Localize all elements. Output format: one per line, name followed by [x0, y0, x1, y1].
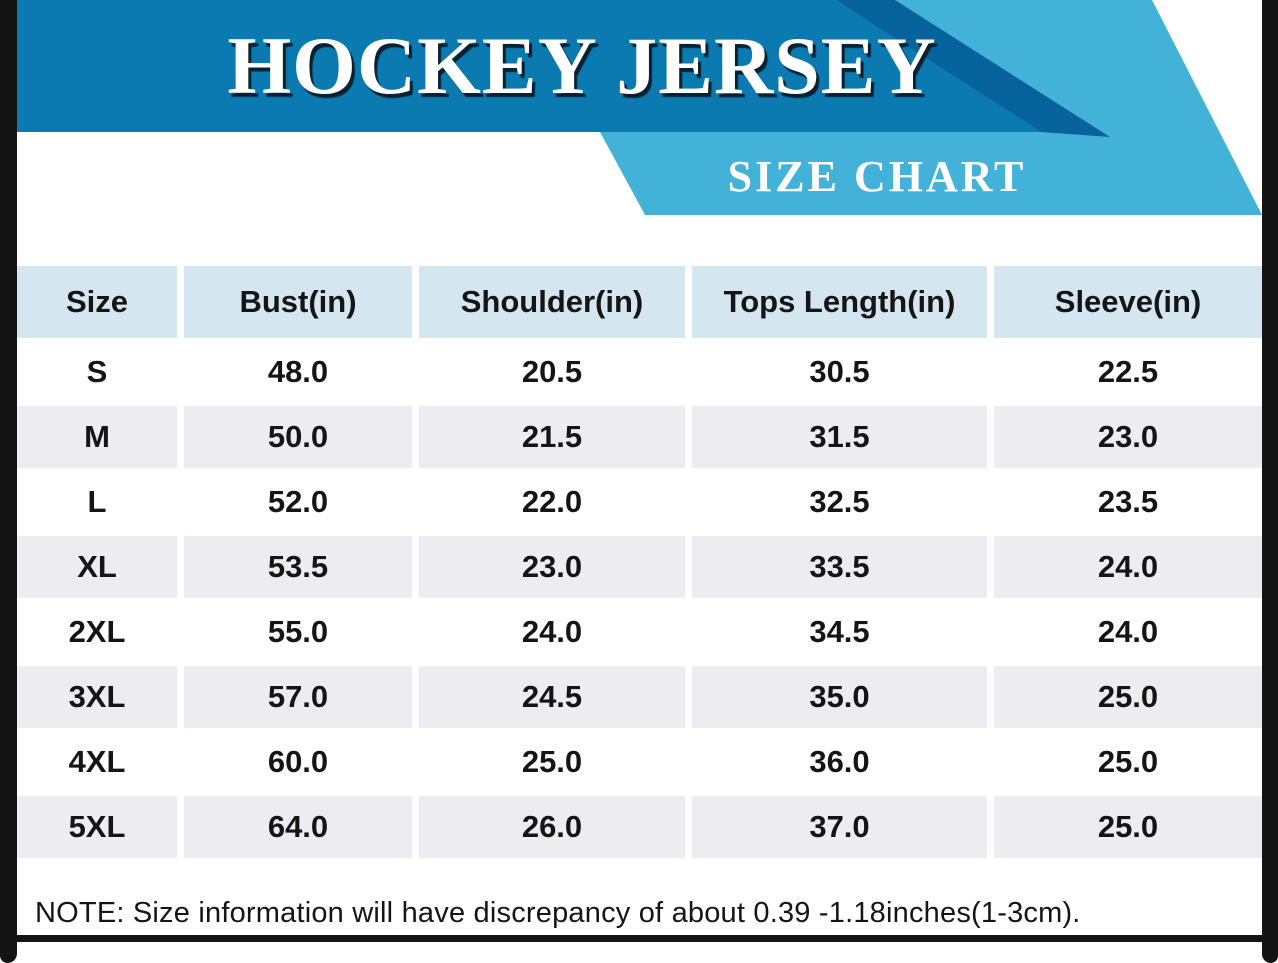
- measurement-cell: 36.0: [692, 731, 987, 793]
- measurement-cell: 35.0: [692, 666, 987, 728]
- size-cell: 5XL: [17, 796, 177, 858]
- measurement-cell: 64.0: [184, 796, 412, 858]
- size-table-header-row: Size Bust(in) Shoulder(in) Tops Length(i…: [17, 266, 1262, 338]
- measurement-cell: 25.0: [994, 731, 1262, 793]
- column-header-size: Size: [17, 266, 177, 338]
- measurement-cell: 30.5: [692, 341, 987, 403]
- measurement-cell: 26.0: [419, 796, 685, 858]
- size-cell: 4XL: [17, 731, 177, 793]
- measurement-cell: 24.0: [994, 601, 1262, 663]
- measurement-cell: 48.0: [184, 341, 412, 403]
- size-cell: S: [17, 341, 177, 403]
- measurement-cell: 25.0: [994, 796, 1262, 858]
- measurement-cell: 23.0: [419, 536, 685, 598]
- size-row-l: L 52.0 22.0 32.5 23.5: [17, 471, 1262, 533]
- measurement-cell: 24.0: [994, 536, 1262, 598]
- column-header-shoulder: Shoulder(in): [419, 266, 685, 338]
- measurement-cell: 25.0: [994, 666, 1262, 728]
- size-row-m: M 50.0 21.5 31.5 23.0: [17, 406, 1262, 468]
- column-header-tops-length: Tops Length(in): [692, 266, 987, 338]
- size-cell: M: [17, 406, 177, 468]
- size-row-xl: XL 53.5 23.0 33.5 24.0: [17, 536, 1262, 598]
- measurement-cell: 20.5: [419, 341, 685, 403]
- header-banner: HOCKEY JERSEY SIZE CHART: [17, 0, 1262, 215]
- size-row-3xl: 3XL 57.0 24.5 35.0 25.0: [17, 666, 1262, 728]
- measurement-cell: 21.5: [419, 406, 685, 468]
- measurement-cell: 25.0: [419, 731, 685, 793]
- measurement-cell: 50.0: [184, 406, 412, 468]
- right-frame-bar: [1262, 0, 1278, 963]
- measurement-cell: 55.0: [184, 601, 412, 663]
- size-cell: 2XL: [17, 601, 177, 663]
- size-table: Size Bust(in) Shoulder(in) Tops Length(i…: [10, 263, 1269, 861]
- size-row-2xl: 2XL 55.0 24.0 34.5 24.0: [17, 601, 1262, 663]
- measurement-cell: 23.0: [994, 406, 1262, 468]
- measurement-cell: 37.0: [692, 796, 987, 858]
- column-header-bust: Bust(in): [184, 266, 412, 338]
- measurement-cell: 57.0: [184, 666, 412, 728]
- measurement-cell: 22.5: [994, 341, 1262, 403]
- measurement-cell: 52.0: [184, 471, 412, 533]
- note-text: NOTE: Size information will have discrep…: [35, 897, 1081, 929]
- size-row-5xl: 5XL 64.0 26.0 37.0 25.0: [17, 796, 1262, 858]
- column-header-sleeve: Sleeve(in): [994, 266, 1262, 338]
- bottom-frame-bar: [0, 935, 1278, 942]
- page-title: HOCKEY JERSEY: [227, 20, 937, 111]
- measurement-cell: 23.5: [994, 471, 1262, 533]
- measurement-cell: 33.5: [692, 536, 987, 598]
- page-subtitle: SIZE CHART: [727, 152, 1027, 201]
- measurement-cell: 24.5: [419, 666, 685, 728]
- measurement-cell: 31.5: [692, 406, 987, 468]
- size-chart-card: HOCKEY JERSEY SIZE CHART Size Bust(in) S…: [17, 0, 1262, 930]
- measurement-cell: 34.5: [692, 601, 987, 663]
- size-cell: 3XL: [17, 666, 177, 728]
- left-frame-bar: [0, 0, 17, 963]
- measurement-cell: 24.0: [419, 601, 685, 663]
- size-row-s: S 48.0 20.5 30.5 22.5: [17, 341, 1262, 403]
- measurement-cell: 32.5: [692, 471, 987, 533]
- measurement-cell: 60.0: [184, 731, 412, 793]
- size-row-4xl: 4XL 60.0 25.0 36.0 25.0: [17, 731, 1262, 793]
- measurement-cell: 53.5: [184, 536, 412, 598]
- size-cell: L: [17, 471, 177, 533]
- measurement-cell: 22.0: [419, 471, 685, 533]
- size-cell: XL: [17, 536, 177, 598]
